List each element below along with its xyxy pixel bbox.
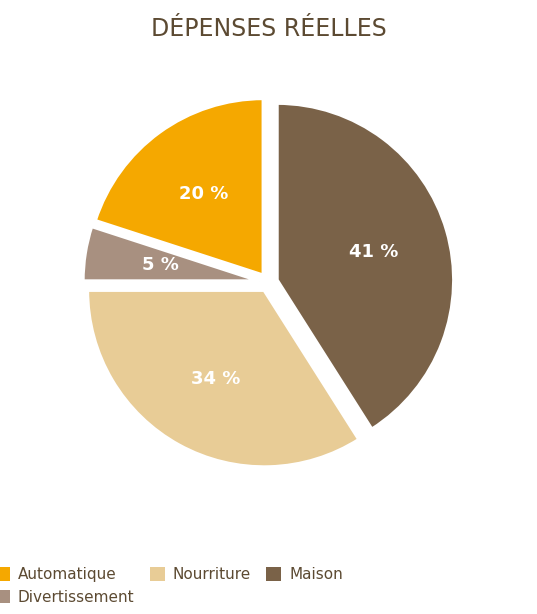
Title: DÉPENSES RÉELLES: DÉPENSES RÉELLES [150,17,387,41]
Legend: Automatique, Divertissement, Nourriture, Maison: Automatique, Divertissement, Nourriture,… [0,561,349,611]
Wedge shape [83,227,260,281]
Wedge shape [88,290,359,467]
Wedge shape [95,98,263,275]
Text: 41 %: 41 % [349,243,398,261]
Text: 34 %: 34 % [191,370,241,387]
Text: 20 %: 20 % [179,185,229,203]
Text: 5 %: 5 % [142,256,179,274]
Wedge shape [277,103,454,429]
